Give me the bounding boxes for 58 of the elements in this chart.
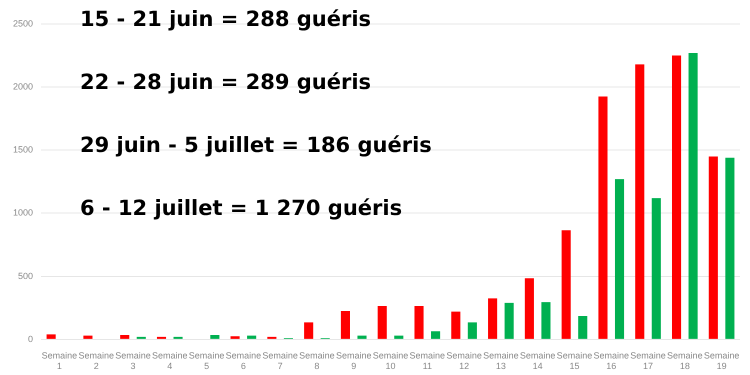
annotation: 15 - 21 juin = 288 guéris	[80, 6, 372, 33]
x-tick-label: Semaine 19	[704, 350, 740, 372]
x-tick-label: Semaine 7	[262, 350, 298, 372]
x-tick-label: Semaine 13	[483, 350, 519, 372]
bar	[504, 302, 514, 339]
bar	[431, 331, 440, 339]
bar	[688, 53, 698, 339]
bar	[304, 322, 314, 339]
y-tick-label: 2500	[12, 18, 34, 28]
x-tick-label: Semaine 14	[520, 350, 556, 372]
bar	[83, 336, 92, 339]
y-tick-label: 1000	[12, 208, 34, 218]
bar	[451, 312, 460, 339]
y-tick-label: 2000	[12, 82, 34, 92]
x-tick-label: Semaine 2	[78, 350, 114, 372]
x-tick-label: Semaine 10	[372, 350, 408, 372]
x-tick-label: Semaine 1	[42, 350, 78, 372]
bar	[120, 334, 130, 339]
x-tick-label: Semaine 15	[556, 350, 592, 372]
x-tick-label: Semaine 17	[630, 350, 666, 372]
x-tick-label: Semaine 16	[593, 350, 630, 372]
bar	[210, 334, 220, 339]
annotation: 29 juin - 5 juillet = 186 guéris	[80, 132, 432, 159]
x-tick-label: Semaine 3	[115, 350, 151, 372]
bar	[46, 334, 56, 339]
x-tick-label: Semaine 18	[667, 350, 703, 372]
bar	[340, 311, 350, 339]
bar	[725, 158, 734, 339]
bar	[378, 306, 387, 339]
annotation: 22 - 28 juin = 289 guéris	[80, 69, 372, 96]
bar	[635, 64, 644, 339]
bar	[357, 336, 367, 339]
bar	[614, 179, 624, 339]
bar	[488, 298, 498, 339]
y-tick-label: 500	[18, 270, 34, 281]
bar	[598, 96, 608, 339]
y-tick-label: 0	[28, 334, 34, 344]
x-tick-label: Semaine 12	[446, 350, 482, 372]
bar	[230, 336, 240, 339]
y-tick-label: 1500	[12, 144, 34, 155]
bar	[468, 322, 477, 339]
x-tick-label: Semaine 6	[226, 350, 262, 372]
bar	[708, 156, 718, 339]
bar	[524, 278, 534, 339]
bar	[247, 336, 256, 339]
bar	[652, 198, 661, 339]
x-tick-label: Semaine 11	[410, 350, 446, 372]
bar	[394, 336, 404, 339]
bar	[672, 56, 682, 339]
annotation: 6 - 12 juillet = 1 270 guéris	[80, 195, 404, 222]
x-tick-label: Semaine 4	[152, 350, 188, 372]
x-tick-label: Semaine 8	[299, 350, 335, 372]
bar	[541, 302, 550, 339]
bar	[562, 230, 571, 339]
x-tick-label: Semaine 9	[336, 350, 372, 372]
x-tick-label: Semaine 5	[188, 350, 224, 372]
bar	[414, 306, 424, 339]
bar	[578, 316, 588, 339]
